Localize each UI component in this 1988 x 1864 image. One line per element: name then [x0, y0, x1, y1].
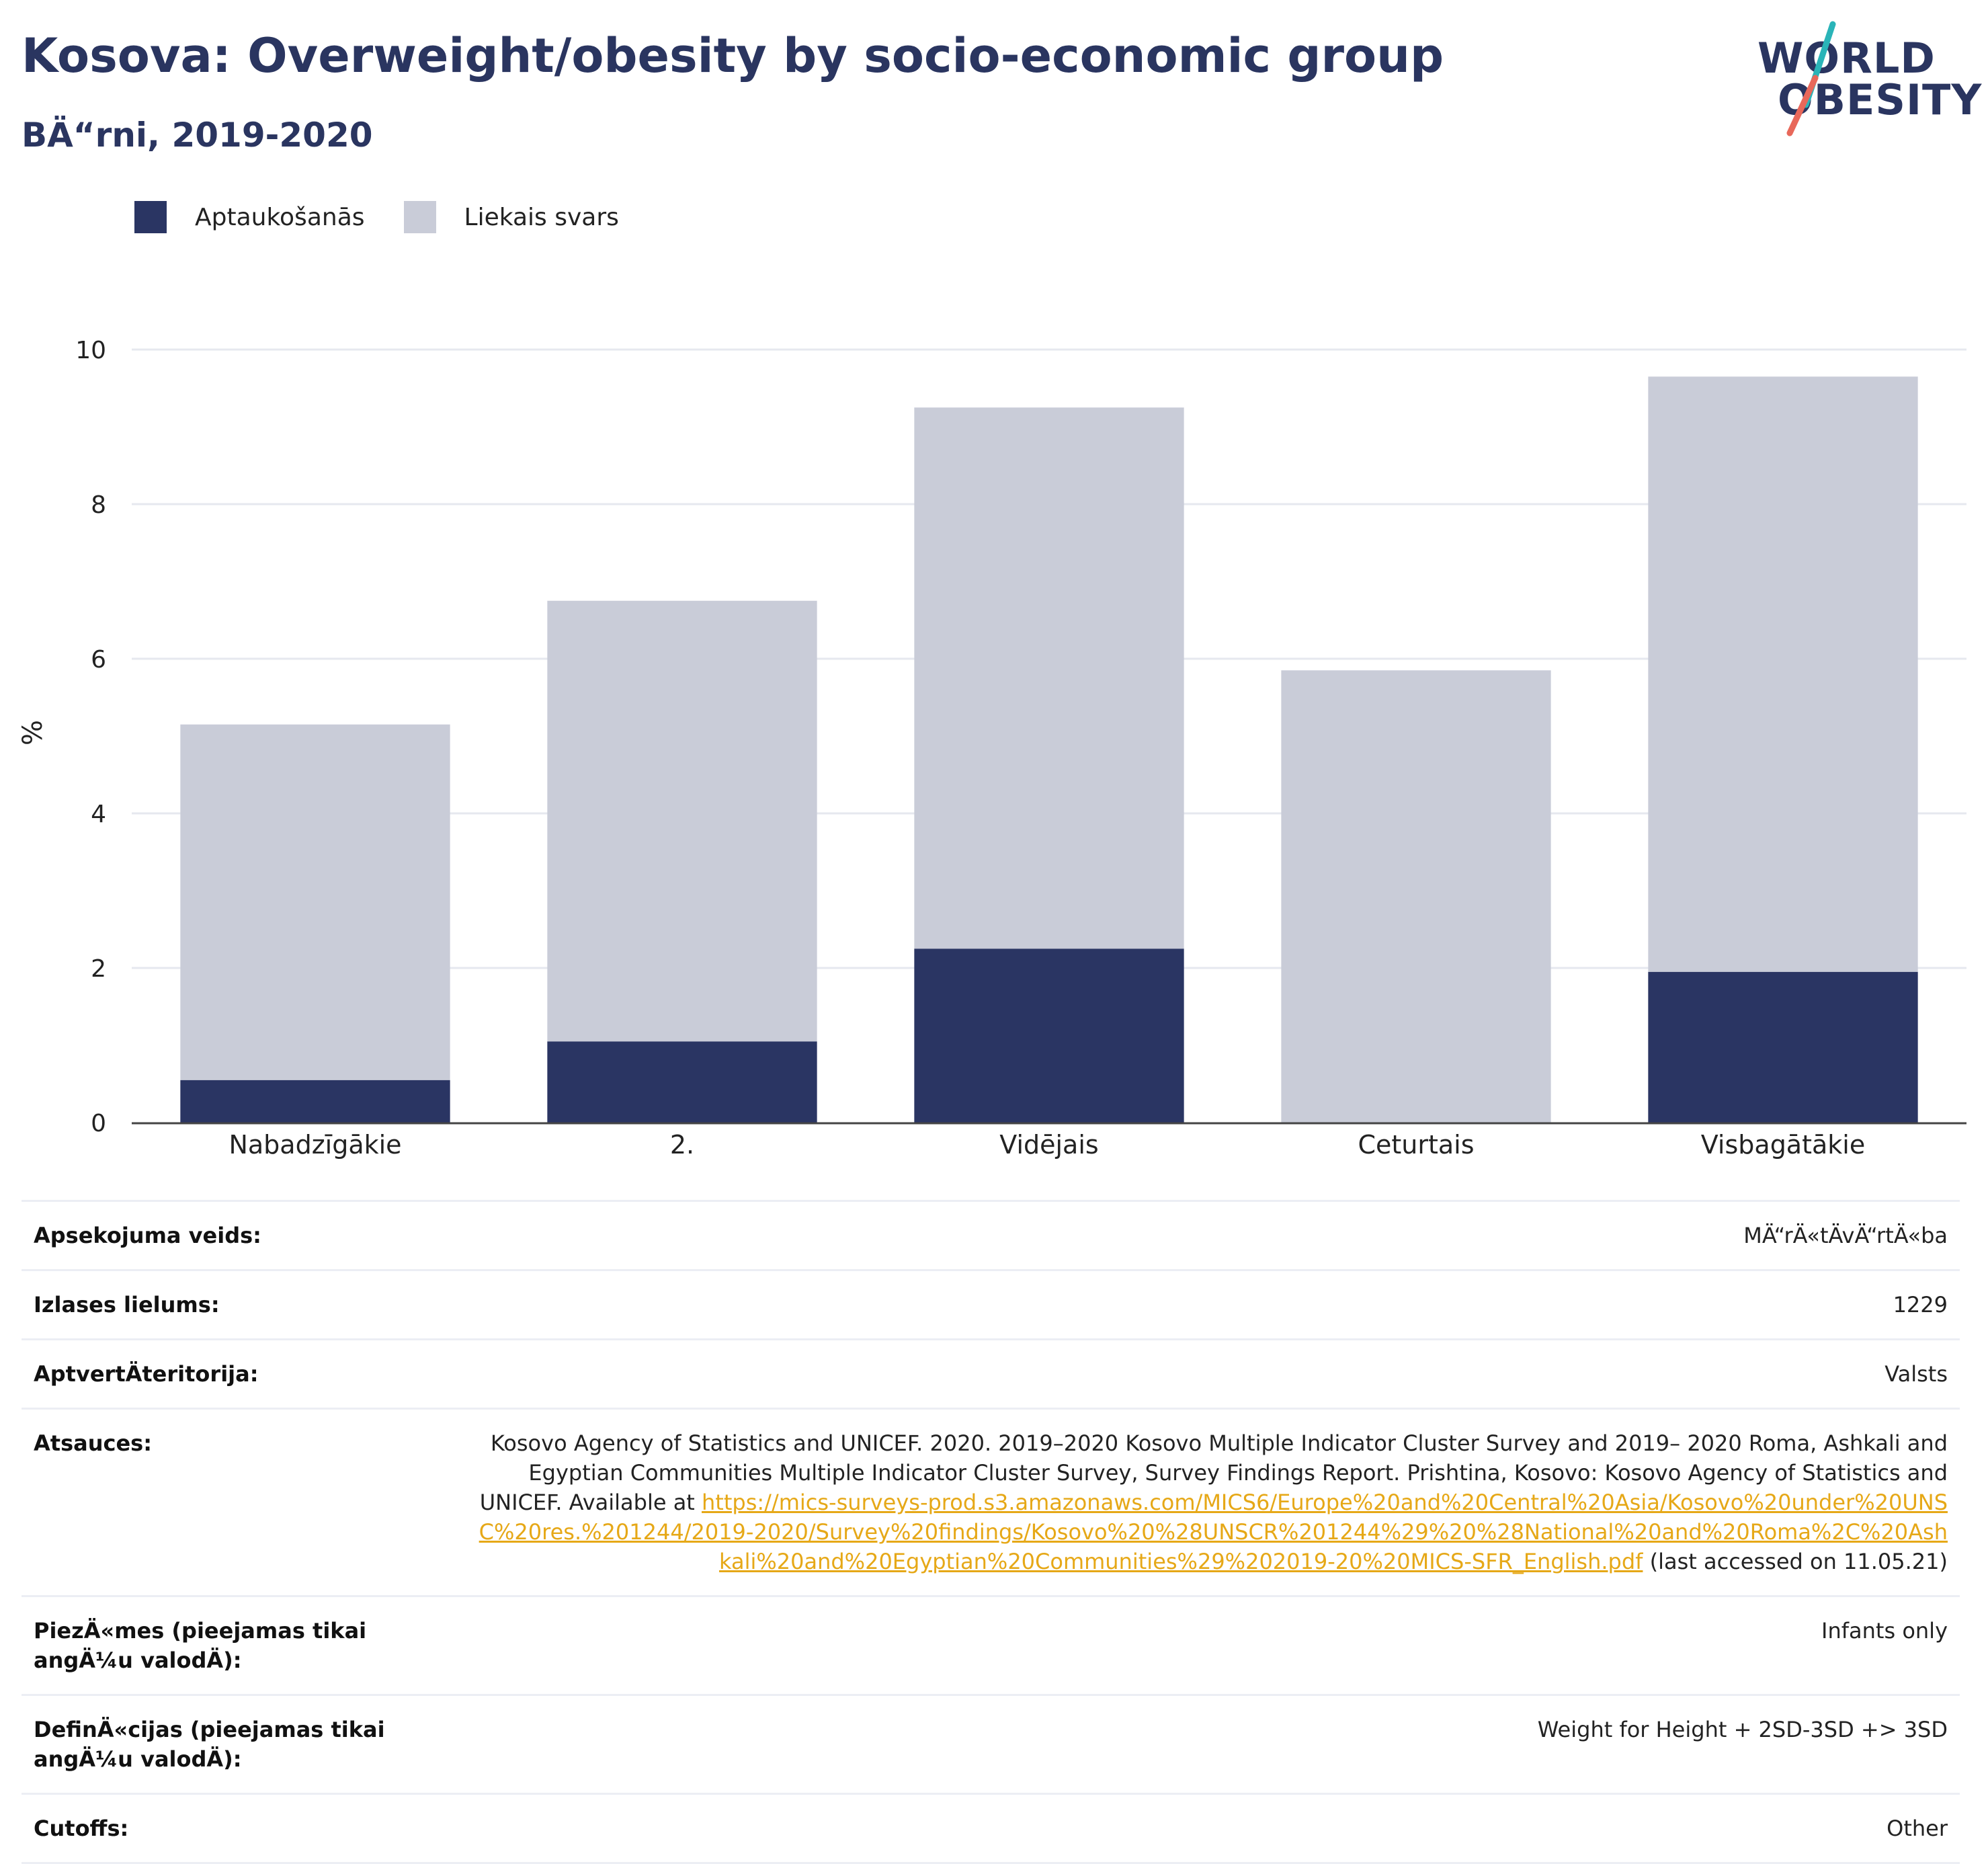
info-value: Valsts: [462, 1338, 1960, 1409]
info-key: Atsauces:: [22, 1408, 462, 1596]
info-value: 1229: [462, 1269, 1960, 1340]
bar-overweight: [1648, 376, 1918, 972]
info-key: PiezÄ«mes (pieejamas tikai angÄ¼u valodÄ…: [22, 1595, 462, 1695]
y-tick-label: 4: [91, 801, 106, 828]
info-row: Atsauces: Kosovo Agency of Statistics and…: [22, 1408, 1960, 1596]
legend-label-obesity: Aptaukošanās: [195, 203, 365, 231]
info-row: Izlases lielums: 1229: [22, 1269, 1960, 1340]
bar-overweight: [914, 407, 1184, 949]
info-row: Apsekojuma veids: MÄ“rÄ«tÄvÄ“rtÄ«ba: [22, 1200, 1960, 1270]
info-value: MÄ“rÄ«tÄvÄ“rtÄ«ba: [462, 1200, 1960, 1270]
logo-line1: WORLD: [1757, 34, 1936, 83]
info-key: DefinÄ«cijas (pieejamas tikai angÄ¼u val…: [22, 1694, 462, 1794]
info-key: Cutoffs:: [22, 1793, 462, 1864]
y-axis-label: %: [17, 720, 48, 745]
info-row: PiezÄ«mes (pieejamas tikai angÄ¼u valodÄ…: [22, 1595, 1960, 1695]
info-value: Infants only: [462, 1595, 1960, 1695]
bar-obesity: [914, 948, 1184, 1123]
info-value: Weight for Height + 2SD-3SD +> 3SD: [462, 1694, 1960, 1794]
bar-chart: 0 2 4 6 8 10 Nabadzīgākie 2. Vidējais Ceturtais Vi…: [17, 337, 1966, 1160]
info-row: DefinÄ«cijas (pieejamas tikai angÄ¼u val…: [22, 1694, 1960, 1794]
y-tick-label: 8: [91, 491, 106, 519]
y-tick-label: 6: [91, 646, 106, 674]
survey-info-table: Apsekojuma veids: MÄ“rÄ«tÄvÄ“rtÄ«ba Izlase…: [22, 1200, 1960, 1864]
legend-item-obesity: Aptaukošanās: [134, 201, 365, 233]
y-tick-label: 2: [91, 955, 106, 983]
legend-label-overweight: Liekais svars: [464, 203, 619, 231]
bar-obesity: [180, 1080, 450, 1123]
y-tick-label: 10: [75, 337, 106, 364]
world-obesity-logo: WORLD OBESITY: [1751, 19, 1981, 140]
info-key: AptvertÄteritorija:: [22, 1338, 462, 1409]
logo-slash-icon: [1786, 21, 1836, 136]
info-row: Cutoffs: Other: [22, 1793, 1960, 1864]
info-row: AptvertÄteritorija: Valsts: [22, 1338, 1960, 1409]
chart-legend: Aptaukošanās Liekais svars: [134, 200, 658, 234]
chart-title: Kosova: Overweight/obesity by socio-econ…: [22, 28, 1444, 83]
info-value: Kosovo Agency of Statistics and UNICEF. …: [462, 1408, 1960, 1596]
bar-overweight: [1281, 670, 1551, 1123]
info-value: Other: [462, 1793, 1960, 1864]
chart-subtitle: BÄ“rni, 2019-2020: [22, 116, 373, 155]
x-tick-label: Visbagātākie: [1701, 1130, 1865, 1160]
bars: [180, 376, 1918, 1123]
info-key: Apsekojuma veids:: [22, 1200, 462, 1270]
legend-item-overweight: Liekais svars: [403, 201, 619, 233]
legend-swatch-obesity: [134, 201, 167, 233]
bar-obesity: [547, 1041, 817, 1123]
x-tick-label: Ceturtais: [1358, 1130, 1474, 1160]
bar-obesity: [1648, 971, 1918, 1123]
axes: 0 2 4 6 8 10 Nabadzīgākie 2. Vidējais Ceturtais Vi…: [75, 337, 1966, 1160]
info-key: Izlases lielums:: [22, 1269, 462, 1340]
bar-overweight: [180, 724, 450, 1080]
x-tick-label: Nabadzīgākie: [229, 1130, 401, 1160]
x-tick-label: 2.: [670, 1130, 694, 1160]
bar-overweight: [547, 600, 817, 1042]
legend-swatch-overweight: [403, 201, 436, 233]
source-link[interactable]: https://mics-surveys-prod.s3.amazonaws.c…: [479, 1490, 1948, 1574]
x-tick-label: Vidējais: [999, 1130, 1098, 1160]
y-tick-label: 0: [91, 1110, 106, 1137]
